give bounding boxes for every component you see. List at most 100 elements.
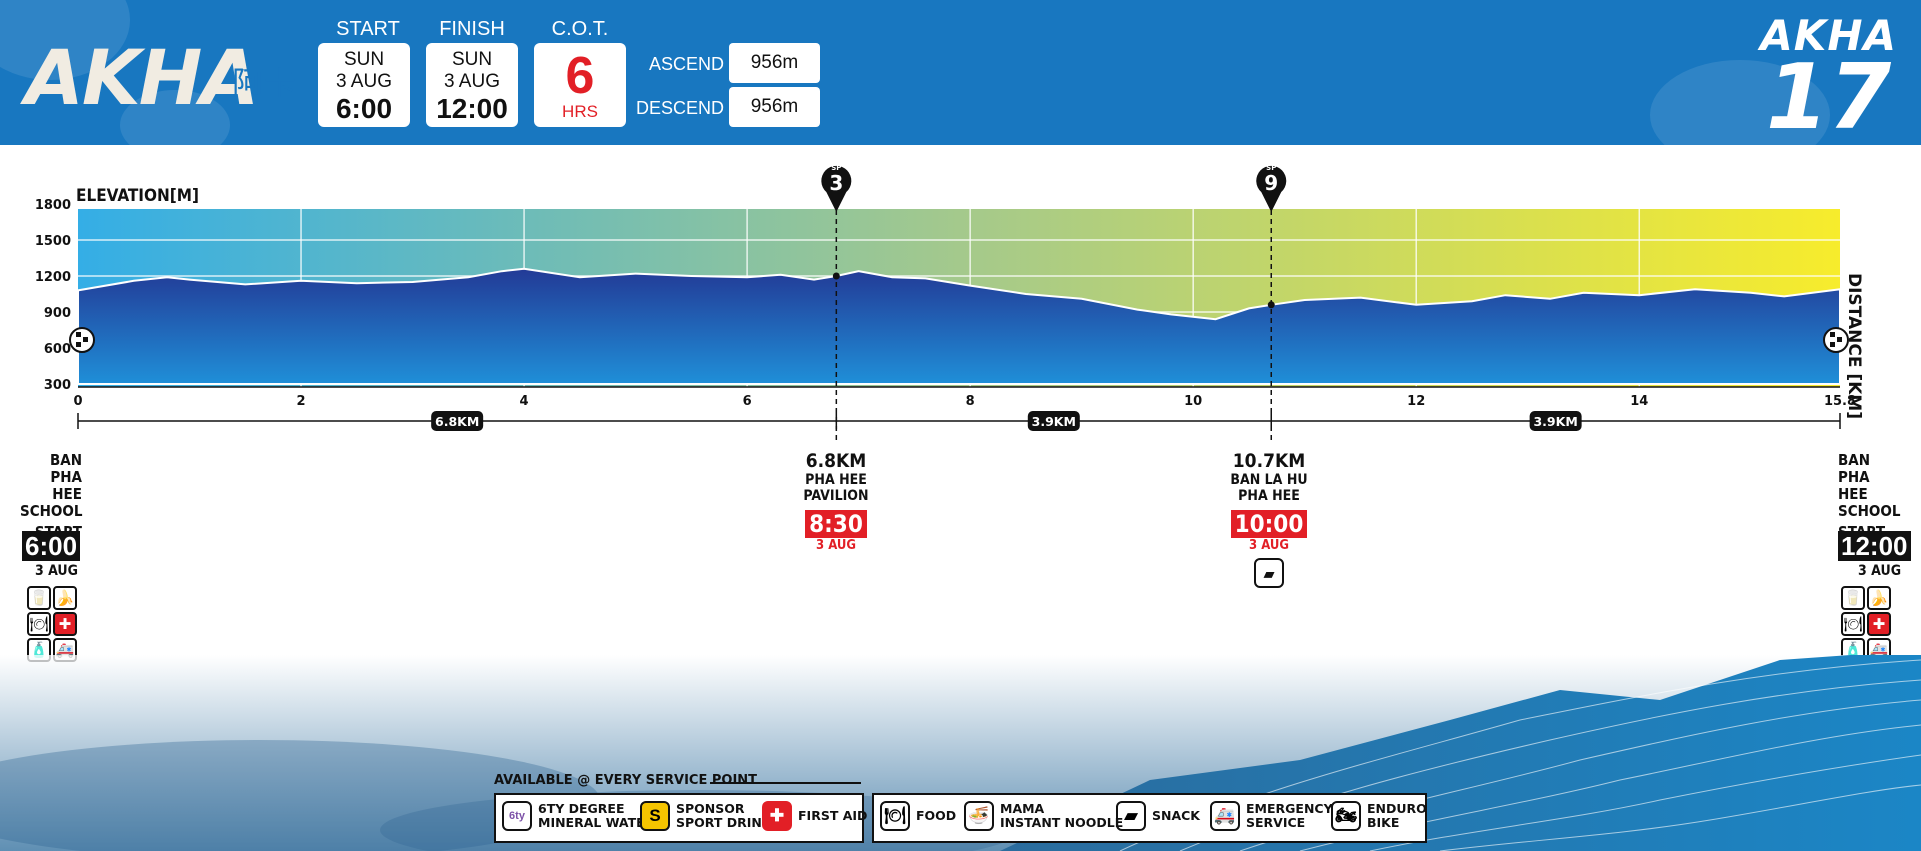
legend-enduro-line1: ENDURO <box>1367 801 1427 816</box>
legend-noodle: 🍜 MAMA INSTANT NOODLE <box>964 801 1123 831</box>
first-aid-icon: ✚ <box>1867 612 1891 636</box>
legend-drink-line2: SPORT DRINK <box>676 815 772 830</box>
start-location: BAN PHA HEE SCHOOL START <box>20 452 82 541</box>
legend-emergency-line2: SERVICE <box>1246 815 1306 830</box>
motorbike-icon: 🏍 <box>1331 801 1361 831</box>
cot-box: 6 HRS <box>534 43 626 127</box>
x-tick-label: 15.8 <box>1824 394 1856 409</box>
start-flag-icon <box>69 327 95 353</box>
x-tick-label: 8 <box>966 394 975 409</box>
banana-icon: 🍌 <box>53 586 77 610</box>
finish-time-box: SUN 3 AUG 12:00 <box>426 43 518 127</box>
finish-time-text: 12:00 <box>1838 531 1911 561</box>
map-pin-icon <box>1256 165 1287 212</box>
finish-name-3: SCHOOL <box>1838 502 1901 520</box>
first-aid-icon: ✚ <box>762 801 792 831</box>
sp9-cutoff-time: 10:00 <box>1230 510 1308 538</box>
start-day: SUN <box>343 49 385 70</box>
start-time-box: SUN 3 AUG 6:00 <box>318 43 410 127</box>
first-aid-icon: ✚ <box>53 612 77 636</box>
water-icon: 🥛 <box>27 586 51 610</box>
sp9-name-2: PHA HEE <box>1238 488 1300 504</box>
x-tick-label: 0 <box>73 394 82 409</box>
segment-distance-label: 3.9KM <box>1533 414 1577 429</box>
legend-specific-sp-box: 🍽 FOOD 🍜 MAMA INSTANT NOODLE ▰ SNACK 🚑 EM… <box>872 793 1427 843</box>
distance-segments: 6.8KM 3.9KM 3.9KM <box>77 411 1841 431</box>
start-time-text: 6:00 <box>22 531 81 561</box>
legend-water-line2: MINERAL WATER <box>538 815 655 830</box>
x-tick-label: 10 <box>1184 394 1202 409</box>
elevation-profile-area <box>77 267 1841 385</box>
y-tick-label: 1800 <box>35 198 71 213</box>
sport-drink-icon: S <box>640 801 670 831</box>
service-point-dot <box>1267 301 1275 309</box>
water-icon: 🥛 <box>1841 586 1865 610</box>
x-tick-label: 14 <box>1630 394 1648 409</box>
legend-enduro-line2: BIKE <box>1367 815 1400 830</box>
x-tick-label: 4 <box>520 394 529 409</box>
paint-splash <box>120 90 230 145</box>
start-time: 6:00 <box>335 93 393 124</box>
water-bottle-icon: 6ty <box>502 801 532 831</box>
sp9-date: 3 AUG <box>1249 538 1289 553</box>
x-tick-label: 6 <box>743 394 752 409</box>
start-name-3: SCHOOL <box>20 502 83 520</box>
start-time-badge: 6:00 <box>22 531 81 561</box>
x-tick-label: 12 <box>1407 394 1425 409</box>
finish-name-1: BAN <box>1838 451 1871 469</box>
service-point-number: 3 <box>829 171 843 195</box>
y-tick-label: 1200 <box>35 270 71 285</box>
y-axis-title: ELEVATION[M] <box>76 186 199 206</box>
segment-distance-badge <box>1027 411 1080 431</box>
header-banner: AKHA 阿卡 START SUN 3 AUG 6:00 FINISH SUN … <box>0 0 1921 145</box>
start-name-1: BAN <box>49 451 82 469</box>
sp3-date: 3 AUG <box>816 538 856 553</box>
sp9-location: 10.7KM BAN LA HU PHA HEE 10:00 3 AUG ▰ <box>1209 450 1329 588</box>
finish-time-badge: 12:00 <box>1838 531 1911 561</box>
sp9-name-1: BAN LA HU <box>1230 472 1308 488</box>
x-tick-label: 2 <box>297 394 306 409</box>
segment-distance-badge <box>1529 411 1582 431</box>
y-tick-label: 900 <box>44 306 71 321</box>
start-amenities: 🥛 🍌 🍽 ✚ 🧴 🚑 <box>26 585 82 663</box>
legend-water-line1: 6TY DEGREE <box>538 801 625 816</box>
service-point-dot <box>832 272 840 280</box>
legend-title-rule <box>710 782 861 784</box>
finish-amenities: 🥛 🍌 🍽 ✚ 🧴 🚑 <box>1840 585 1896 663</box>
legend-every-sp-box: 6ty 6TY DEGREE MINERAL WATER S SPONSOR SPO… <box>494 793 868 843</box>
legend-title: AVAILABLE @ EVERY SERVICE POINT <box>494 773 758 788</box>
y-tick-label: 300 <box>44 378 71 393</box>
sp3-location: 6.8KM PHA HEE PAVILION 8:30 3 AUG <box>776 450 896 554</box>
sp3-cutoff-time: 8:30 <box>805 510 867 538</box>
start-date: 3 AUG <box>336 71 392 92</box>
snack-bar-icon: ▰ <box>1116 801 1146 831</box>
food-icon: 🍽 <box>1841 612 1865 636</box>
legend-noodle-line1: MAMA <box>1000 801 1045 816</box>
descend-value: 956m <box>729 87 820 127</box>
legend-first-aid-label: FIRST AID <box>798 808 868 823</box>
plate-icon: 🍽 <box>880 801 910 831</box>
finish-date: 3 AUG <box>444 71 500 92</box>
food-icon: 🍽 <box>27 612 51 636</box>
legend-food-label: FOOD <box>916 808 957 823</box>
service-point-prefix: SP <box>1266 164 1276 172</box>
sp3-name-1: PHA HEE <box>805 472 867 488</box>
segment-distance-label: 6.8KM <box>435 414 479 429</box>
legend-emergency-line1: EMERGENCY <box>1246 801 1333 816</box>
cot-value: 6 <box>565 47 595 105</box>
brand-distance: 17 <box>1766 45 1892 145</box>
segment-distance-label: 3.9KM <box>1032 414 1076 429</box>
start-label: START <box>336 18 400 40</box>
elevation-chart: ELEVATION[M] DISTANCE [KM] 3006009001200… <box>35 164 1864 440</box>
x-axis-title: DISTANCE [KM] <box>1844 273 1864 419</box>
noodle-icon: 🍜 <box>964 801 994 831</box>
race-brand: AKHA 17 <box>1760 11 1897 145</box>
brand-name: AKHA <box>1760 11 1897 60</box>
banana-icon: 🍌 <box>1867 586 1891 610</box>
cot-unit: HRS <box>562 102 598 121</box>
legend-water: 6ty 6TY DEGREE MINERAL WATER <box>502 801 654 831</box>
service-point-prefix: SP <box>831 164 841 172</box>
legend-noodle-line2: INSTANT NOODLE <box>1000 815 1124 830</box>
event-logo: AKHA <box>25 33 259 122</box>
finish-label: FINISH <box>439 18 505 40</box>
